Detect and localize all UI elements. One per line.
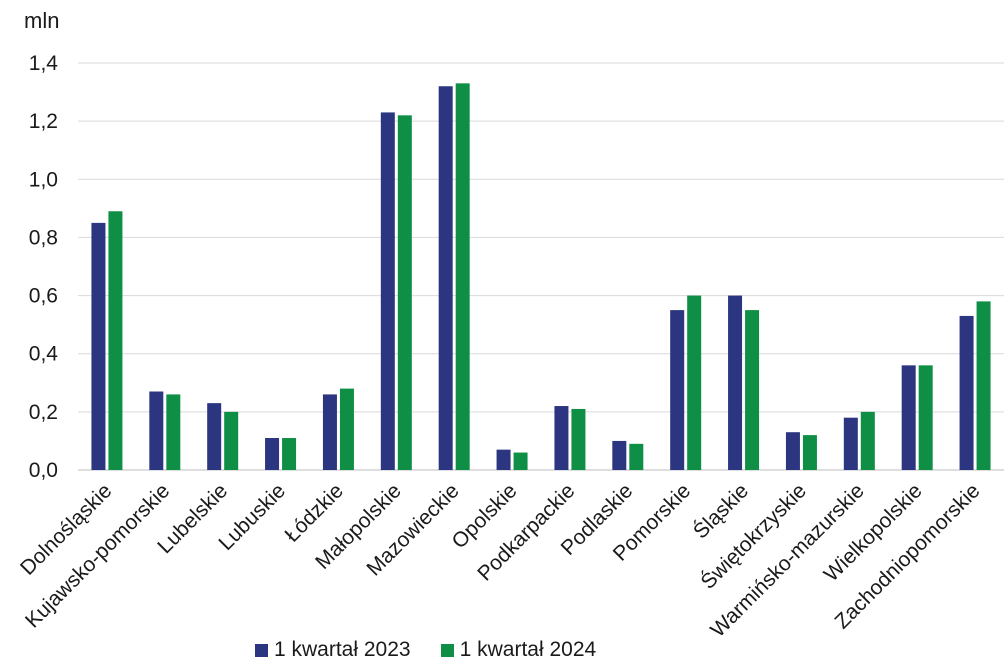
legend-item-series-1: 1 kwartał 2023: [255, 638, 411, 662]
bar-series-1: [91, 222, 106, 470]
bar-series-2: [802, 435, 817, 470]
bar-series-2: [513, 452, 528, 470]
bar-series-2: [629, 443, 644, 470]
legend-label-series-2: 1 kwartał 2024: [459, 638, 597, 661]
bar-series-2: [397, 115, 412, 470]
bar-series-1: [728, 295, 743, 470]
x-tick-label: Świętokrzyskie: [696, 479, 811, 594]
bar-series-1: [322, 394, 337, 470]
legend-swatch-series-1: [255, 643, 268, 657]
bar-series-1: [265, 438, 280, 470]
bar-series-2: [687, 295, 702, 470]
y-tick-label: 0,0: [29, 459, 58, 482]
bar-series-1: [901, 365, 916, 470]
bar-series-2: [282, 438, 297, 470]
bar-series-1: [843, 417, 858, 470]
bar-series-2: [918, 365, 933, 470]
bar-series-2: [976, 301, 991, 470]
bar-series-1: [670, 310, 685, 470]
bar-series-2: [571, 408, 586, 470]
bar-series-1: [380, 112, 395, 471]
bar-series-1: [207, 403, 222, 470]
bar-series-2: [455, 83, 470, 470]
legend-swatch-series-2: [440, 643, 454, 657]
legend: 1 kwartał 2023 1 kwartał 2024: [255, 638, 626, 662]
bar-series-1: [959, 315, 974, 470]
bar-series-1: [785, 432, 800, 470]
bar-series-2: [224, 411, 239, 470]
bar-series-2: [108, 211, 123, 470]
y-axis-unit-label: mln: [24, 8, 60, 33]
x-tick-labels: DolnośląskieKujawsko-pomorskieLubelskieL…: [16, 479, 985, 642]
bar-series-1: [554, 406, 569, 470]
bar-series-1: [149, 391, 164, 470]
y-tick-label: 0,2: [29, 401, 58, 424]
bar-series-2: [860, 411, 875, 470]
y-tick-label: 0,8: [29, 226, 58, 249]
y-tick-label: 0,6: [29, 285, 58, 308]
bar-series-1: [438, 86, 453, 470]
bar-series-1: [612, 440, 627, 470]
bar-series-2: [745, 310, 760, 470]
y-tick-label: 1,4: [29, 52, 59, 75]
legend-label-series-1: 1 kwartał 2023: [274, 638, 411, 661]
y-tick-label: 1,2: [29, 110, 58, 133]
bar-series-2: [166, 394, 181, 470]
y-tick-label: 1,0: [29, 168, 58, 191]
y-tick-labels: 0,0 0,2 0,4 0,6 0,8 1,0 1,2 1,4: [29, 52, 59, 482]
legend-item-series-2: 1 kwartał 2024: [440, 638, 597, 662]
bars: [91, 83, 991, 471]
bar-series-2: [339, 388, 354, 470]
y-tick-label: 0,4: [29, 343, 59, 366]
bar-series-1: [496, 449, 511, 470]
